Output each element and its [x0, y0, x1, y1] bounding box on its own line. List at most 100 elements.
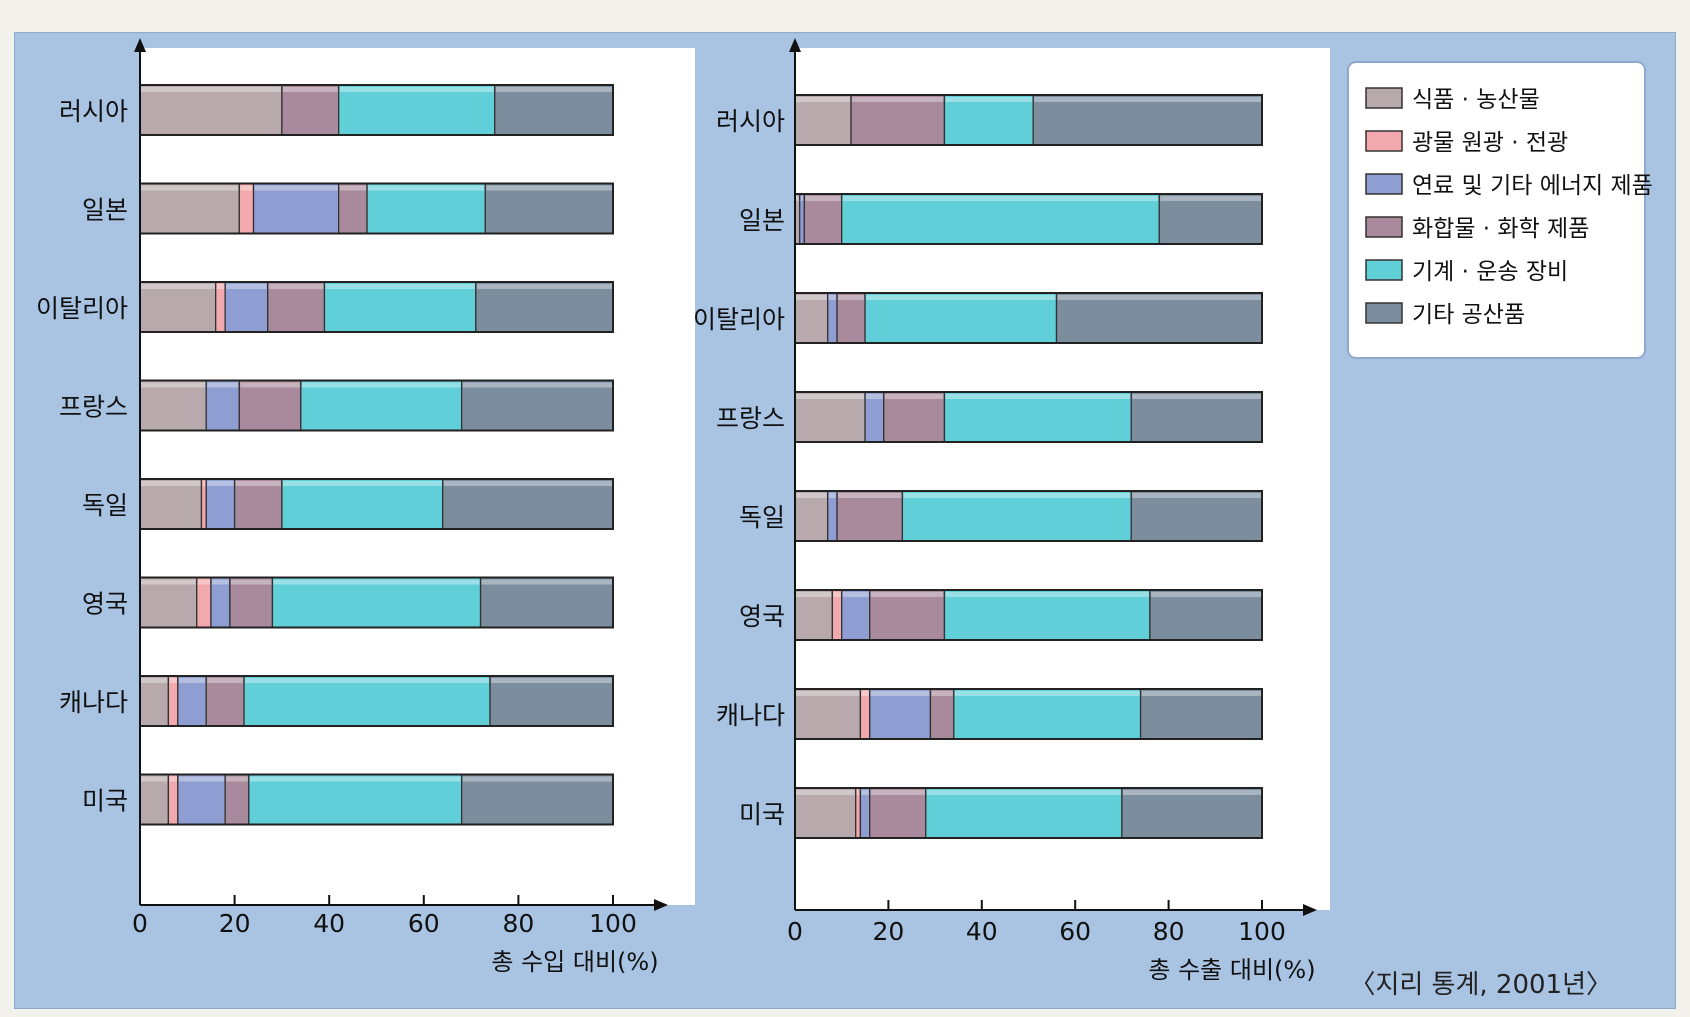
- x-tick-label-import: 40: [313, 909, 345, 938]
- legend-label: 화합물 · 화학 제품: [1412, 216, 1589, 242]
- bar-segment-import: [271, 576, 482, 629]
- bar-segment-export: [943, 94, 1034, 146]
- bar-segment-highlight-export: [1122, 790, 1261, 795]
- bar-segment-import: [139, 773, 170, 826]
- bar-segment-import: [460, 773, 614, 826]
- bar-segment-highlight-import: [481, 579, 612, 585]
- plot-area-export: [795, 48, 1330, 910]
- bar-segment-export: [864, 391, 885, 443]
- bar-segment-export: [1130, 391, 1263, 443]
- bar-segment-highlight-export: [1034, 97, 1261, 102]
- bar-segment-highlight-import: [141, 284, 215, 289]
- bar-segment-export: [869, 688, 932, 740]
- bar-segment-highlight-export: [861, 790, 869, 795]
- bar-segment-highlight-export: [796, 691, 860, 696]
- bar-segment-import: [196, 576, 212, 629]
- bar-segment-export: [943, 589, 1151, 641]
- bar-segment-export: [836, 292, 866, 344]
- bar-segment-highlight-export: [884, 394, 944, 399]
- bar-segment-export: [859, 688, 871, 740]
- bar-segment-highlight-import: [491, 678, 612, 683]
- bar-segment-export: [794, 688, 862, 740]
- swatch-other-icon: [1365, 302, 1403, 324]
- bar-segment-export: [1158, 193, 1263, 245]
- bar-segment-highlight-export: [1160, 196, 1261, 201]
- bar-segment-import: [300, 379, 463, 432]
- bar-segment-highlight-export: [945, 97, 1033, 102]
- bar-segment-highlight-import: [268, 284, 324, 289]
- bar-segment-highlight-import: [226, 284, 267, 289]
- category-label-export: 미국: [739, 800, 785, 829]
- bar-segment-highlight-export: [954, 691, 1140, 696]
- bar-segment-highlight-import: [141, 87, 281, 92]
- category-label-import: 캐나다: [59, 688, 128, 717]
- bar-segment-export: [794, 391, 866, 443]
- bar-segment-import: [248, 773, 463, 826]
- bar-segment-import: [215, 281, 226, 333]
- bar-segment-import: [229, 576, 274, 629]
- bar-segment-highlight-export: [796, 97, 851, 102]
- bar-segment-export: [794, 292, 829, 344]
- bar-segment-import: [139, 379, 207, 432]
- bar-segment-highlight-import: [462, 382, 612, 388]
- bar-segment-highlight-export: [842, 196, 1159, 201]
- bar-segment-highlight-import: [169, 776, 177, 782]
- bar-segment-export: [850, 94, 946, 146]
- bar-segment-export: [864, 292, 1058, 344]
- bar-segment-export: [869, 787, 927, 839]
- bar-segment-highlight-export: [796, 394, 865, 399]
- bar-segment-export: [1121, 787, 1263, 839]
- bar-segment-highlight-import: [339, 87, 494, 92]
- bar-segment-export: [799, 193, 805, 245]
- bar-segment-highlight-export: [870, 592, 944, 597]
- bar-segment-export: [1149, 589, 1263, 641]
- bar-segment-highlight-export: [838, 493, 902, 498]
- bar-segment-highlight-import: [368, 185, 485, 191]
- bar-segment-export: [1130, 490, 1263, 542]
- bar-segment-import: [139, 478, 203, 530]
- swatch-chemical-icon: [1365, 216, 1403, 238]
- x-tick-label-export: 20: [872, 917, 904, 946]
- bar-segment-highlight-import: [207, 481, 234, 486]
- bar-segment-highlight-import: [240, 185, 253, 191]
- bar-segment-export: [794, 94, 852, 146]
- bar-segment-highlight-export: [852, 97, 944, 102]
- bar-segment-export: [883, 391, 946, 443]
- bar-segment-import: [139, 675, 170, 727]
- bar-segment-highlight-import: [178, 678, 206, 683]
- bar-segment-highlight-export: [796, 493, 827, 498]
- x-tick-label-export: 80: [1153, 917, 1185, 946]
- bar-segment-highlight-import: [141, 678, 168, 683]
- bar-segment-highlight-export: [856, 790, 860, 795]
- category-label-export: 캐나다: [716, 701, 785, 730]
- bar-segment-import: [338, 182, 368, 235]
- category-label-export: 독일: [739, 503, 785, 532]
- bar-segment-import: [479, 576, 614, 629]
- bar-segment-highlight-import: [197, 579, 210, 585]
- bar-segment-highlight-import: [249, 776, 461, 782]
- bar-segment-highlight-import: [216, 284, 225, 289]
- y-axis-arrow-import: [134, 38, 146, 52]
- bar-segment-export: [841, 589, 871, 641]
- x-tick-label-export: 60: [1059, 917, 1091, 946]
- bar-segment-highlight-export: [796, 592, 832, 597]
- bar-segment-highlight-import: [443, 481, 612, 486]
- bar-segment-highlight-export: [870, 790, 925, 795]
- bar-segment-highlight-export: [796, 790, 855, 795]
- bar-segment-highlight-export: [945, 592, 1149, 597]
- bar-segment-import: [475, 281, 614, 333]
- x-tick-label-import: 60: [408, 909, 440, 938]
- bar-segment-import: [238, 379, 302, 432]
- bar-segment-highlight-export: [800, 196, 804, 201]
- category-label-import: 독일: [82, 491, 128, 520]
- bar-segment-import: [281, 478, 444, 530]
- bar-segment-import: [338, 84, 496, 136]
- bar-segment-highlight-import: [178, 776, 225, 782]
- legend-label: 연료 및 기타 에너지 제품: [1412, 173, 1653, 199]
- bar-segment-highlight-export: [1057, 295, 1261, 300]
- bar-segment-highlight-import: [226, 776, 248, 782]
- bar-segment-import: [224, 281, 269, 333]
- bar-segment-export: [794, 589, 834, 641]
